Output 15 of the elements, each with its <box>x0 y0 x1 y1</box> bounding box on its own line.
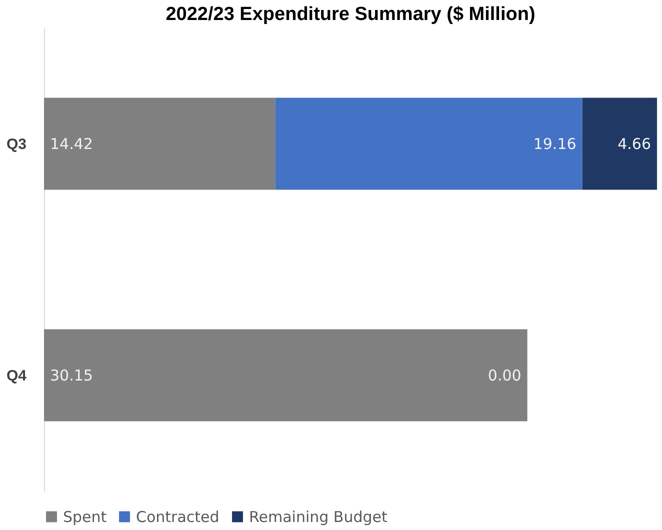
bar <box>44 98 276 190</box>
legend-label: Contracted <box>136 508 220 526</box>
data-label: 30.15 <box>50 366 93 384</box>
bar <box>275 98 582 190</box>
data-label: 19.16 <box>533 134 576 153</box>
data-label: 0.00 <box>488 366 522 384</box>
legend-label: Spent <box>63 508 107 526</box>
y-tick-label: Q3 <box>6 136 26 153</box>
bar <box>582 98 657 190</box>
data-label: 14.42 <box>50 134 93 153</box>
bar <box>44 329 528 422</box>
legend-label: Remaining Budget <box>249 508 388 526</box>
chart-title: 2022/23 Expenditure Summary ($ Million) <box>166 4 536 25</box>
y-tick-label: Q4 <box>6 367 28 384</box>
data-label: 4.66 <box>618 134 651 153</box>
